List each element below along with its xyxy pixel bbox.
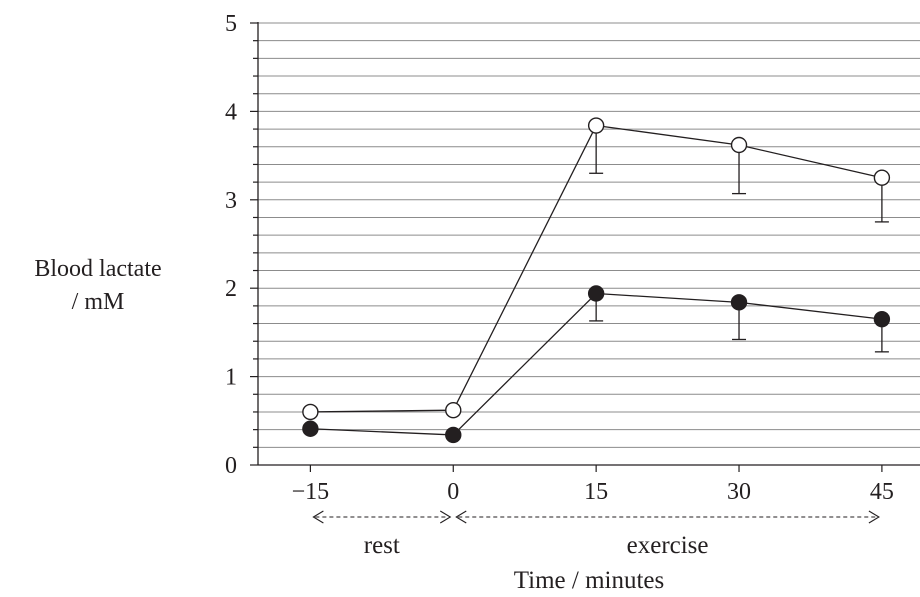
y-tick-label: 3 [225, 188, 237, 214]
data-point [587, 285, 605, 302]
data-point [730, 294, 748, 311]
y-tick-label: 5 [225, 11, 237, 37]
x-tick-labels: −15 0 15 30 45 [292, 479, 894, 505]
x-tick-label: 30 [727, 479, 751, 505]
phase-arrow-head-right [868, 510, 880, 524]
data-point [587, 117, 605, 134]
y-tick-label: 1 [225, 365, 237, 391]
x-axis-label: Time / minutes [514, 567, 665, 594]
y-tick-label: 2 [225, 276, 237, 302]
y-axis-label-line-2: / mM [72, 289, 125, 315]
y-tick-labels: 0 1 2 3 4 5 [225, 11, 237, 479]
y-axis-label-line-1: Blood lactate [34, 256, 161, 282]
phase-label: exercise [627, 532, 709, 559]
data-point [302, 420, 319, 437]
x-tick-label: 45 [870, 479, 894, 505]
x-tick-label: 15 [584, 479, 608, 505]
series-1 [302, 117, 891, 421]
data-point [873, 169, 891, 186]
phase-exercise: exercise [455, 510, 880, 559]
y-tick-label: 0 [225, 453, 237, 479]
phase-arrow-head-right [439, 510, 452, 524]
phase-label: rest [364, 532, 400, 559]
data-point [873, 310, 891, 328]
phase-rest: rest [312, 510, 452, 559]
phase-arrow-head-left [312, 510, 324, 524]
data-point [302, 403, 319, 421]
axes [250, 22, 920, 472]
data-point [730, 136, 748, 154]
phase-annotations: rest exercise [312, 510, 880, 559]
data-point [445, 401, 462, 419]
data-point [445, 426, 462, 444]
series-2 [302, 285, 891, 444]
x-tick-label: 0 [447, 479, 459, 505]
phase-arrow-head-left [455, 510, 467, 524]
x-tick-label: −15 [292, 479, 330, 505]
y-tick-label: 4 [225, 99, 237, 125]
gridlines [258, 22, 920, 448]
series [302, 117, 891, 444]
